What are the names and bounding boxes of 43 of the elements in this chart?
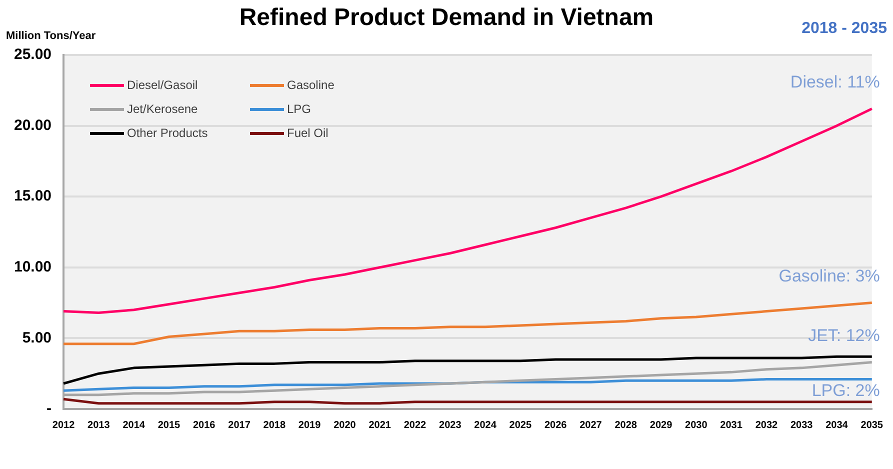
x-tick-label: 2023 [439, 420, 462, 431]
x-tick-label: 2031 [720, 420, 743, 431]
y-tick-label: 15.00 [14, 188, 52, 205]
x-tick-label: 2028 [614, 420, 638, 431]
annotation: Diesel: 11% [790, 72, 880, 92]
x-tick-label: 2016 [192, 420, 216, 431]
x-tick-label: 2013 [88, 420, 110, 431]
x-tick-label: 2035 [860, 420, 884, 431]
legend-label: Fuel Oil [287, 126, 328, 140]
x-tick-label: 2026 [544, 420, 568, 431]
y-tick-label: 20.00 [14, 116, 52, 134]
x-tick-label: 2021 [368, 420, 392, 431]
legend-label: Diesel/Gasoil [127, 78, 198, 92]
chart-subtitle: 2018 - 2035 [802, 20, 887, 38]
y-tick-label: 25.00 [14, 46, 52, 64]
x-tick-label: 2025 [509, 420, 532, 431]
x-tick-label: 2033 [790, 420, 814, 431]
x-tick-label: 2032 [755, 420, 778, 431]
y-tick-label: 10.00 [14, 258, 52, 276]
x-tick-label: 2015 [158, 420, 181, 431]
x-tick-label: 2034 [826, 420, 848, 431]
x-tick-label: 2022 [404, 420, 427, 431]
x-tick-label: 2020 [334, 420, 356, 431]
x-tick-label: 2030 [685, 420, 708, 431]
x-tick-label: 2024 [474, 420, 497, 431]
x-tick-label: 2018 [263, 420, 286, 431]
x-tick-label: 2019 [298, 420, 322, 431]
annotation: LPG: 2% [812, 380, 880, 400]
annotation: Gasoline: 3% [778, 266, 880, 286]
x-tick-label: 2017 [228, 420, 251, 431]
annotation: JET: 12% [808, 326, 880, 345]
y-axis-title: Million Tons/Year [6, 30, 96, 42]
x-tick-label: 2029 [650, 420, 673, 431]
legend-label: Jet/Kerosene [127, 102, 198, 116]
legend-label: Gasoline [287, 78, 334, 92]
x-tick-label: 2012 [52, 420, 76, 431]
legend-label: LPG [287, 102, 312, 116]
legend-label: Other Products [127, 126, 208, 140]
x-tick-label: 2014 [122, 420, 146, 431]
y-tick-label: - [46, 400, 52, 418]
y-tick-label: 5.00 [22, 329, 52, 346]
x-tick-label: 2027 [580, 420, 602, 431]
chart-title: Refined Product Demand in Vietnam [239, 4, 654, 31]
